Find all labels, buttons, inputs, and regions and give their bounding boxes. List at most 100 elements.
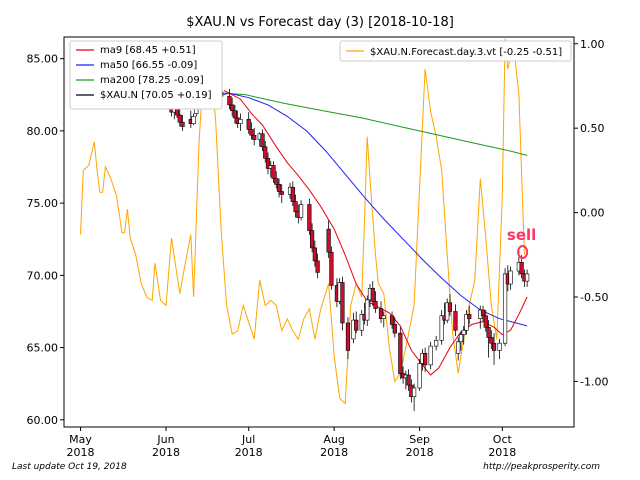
candle xyxy=(177,109,182,127)
candle xyxy=(312,240,317,267)
right-tick-label: 0.50 xyxy=(580,122,605,135)
candle xyxy=(412,383,417,412)
candle xyxy=(293,194,298,218)
candle xyxy=(480,305,486,322)
right-tick-label: -1.00 xyxy=(580,375,608,388)
sell-signal-marker xyxy=(517,245,529,259)
right-tick-label: -0.50 xyxy=(580,291,608,304)
left-tick-label: 80.00 xyxy=(27,125,59,138)
legend-left: ma9 [68.45 +0.51] ma50 [66.55 -0.09] ma200… xyxy=(69,40,223,110)
signal-layer: sell xyxy=(507,226,536,259)
sell-signal-label: sell xyxy=(507,226,536,244)
candle xyxy=(310,223,315,253)
forecast-line xyxy=(80,38,525,405)
forecast-layer xyxy=(80,38,525,405)
legend-entry: ma9 [68.45 +0.51] xyxy=(100,45,196,56)
x-tick-label: Jul xyxy=(241,433,255,446)
axes-layer: 60.00 65.00 70.00 75.00 80.00 85.00 -1.00 -0.50… xyxy=(27,38,609,459)
legend-entry: ma50 [66.55 -0.09] xyxy=(100,60,197,71)
candle xyxy=(489,330,494,349)
candle xyxy=(252,128,257,146)
x-tick-label: Sep xyxy=(409,433,430,446)
x-tick-label: Aug xyxy=(323,433,344,446)
candle xyxy=(483,310,488,332)
right-tick-label: 0.00 xyxy=(580,207,605,220)
legend-entry: $XAU.N [70.05 +0.19] xyxy=(100,90,212,101)
x-tick-year: 2018 xyxy=(320,446,348,459)
candle xyxy=(329,246,334,290)
candle xyxy=(370,281,375,306)
candle xyxy=(392,317,397,338)
candle xyxy=(461,325,466,345)
candle xyxy=(265,152,271,175)
candle xyxy=(279,184,284,204)
x-tick-year: 2018 xyxy=(235,446,263,459)
legend-right-box xyxy=(339,40,572,62)
legend-right: $XAU.N.Forecast.day.3.vt [-0.25 -0.51] xyxy=(339,40,572,62)
candle xyxy=(315,253,320,279)
candle xyxy=(423,347,428,373)
candle xyxy=(467,305,472,325)
left-tick-label: 60.00 xyxy=(27,414,59,427)
legend-entry: $XAU.N.Forecast.day.3.vt [-0.25 -0.51] xyxy=(370,47,562,58)
candle xyxy=(378,301,384,323)
candle xyxy=(486,320,491,358)
candle xyxy=(354,311,359,334)
candle xyxy=(447,294,453,316)
candle xyxy=(232,104,238,124)
candle xyxy=(398,327,403,380)
x-tick-year: 2018 xyxy=(488,446,516,459)
candle xyxy=(298,200,304,221)
plot-border xyxy=(63,36,575,428)
x-tick-label: Oct xyxy=(493,433,513,446)
right-tick-label: 1.00 xyxy=(580,38,605,51)
candle xyxy=(519,255,524,279)
candle xyxy=(276,178,282,198)
candle xyxy=(359,310,364,336)
candle xyxy=(326,220,331,258)
legend-left-box xyxy=(69,40,223,110)
candle xyxy=(373,291,378,313)
candle xyxy=(307,198,312,235)
candlestick-layer xyxy=(169,60,530,412)
candle xyxy=(458,331,464,351)
candle xyxy=(389,311,395,329)
candle xyxy=(180,115,185,131)
x-tick-label: May xyxy=(69,433,92,446)
left-tick-label: 75.00 xyxy=(27,197,59,210)
candle xyxy=(249,122,254,140)
candle xyxy=(381,311,386,328)
legend-entry: ma200 [78.25 -0.09] xyxy=(100,75,204,86)
candle xyxy=(246,112,251,134)
left-tick-label: 65.00 xyxy=(27,342,59,355)
candle xyxy=(464,310,469,335)
x-tick-label: Jun xyxy=(156,433,174,446)
ma200-line xyxy=(207,91,528,156)
candle xyxy=(508,266,513,290)
x-tick-year: 2018 xyxy=(67,446,95,459)
candle xyxy=(453,304,458,336)
candle xyxy=(290,181,295,206)
candle xyxy=(365,295,370,326)
candle xyxy=(456,337,461,361)
footer-last-update: Last update Oct 19, 2018 xyxy=(12,462,127,472)
footer-url: http://peakprosperity.com xyxy=(483,462,600,472)
candle xyxy=(497,338,502,360)
candle xyxy=(260,129,265,152)
candle xyxy=(439,310,444,345)
candle xyxy=(230,97,235,117)
candle xyxy=(502,268,508,347)
x-tick-year: 2018 xyxy=(406,446,434,459)
candle xyxy=(191,113,196,126)
x-tick-year: 2018 xyxy=(152,446,180,459)
candle xyxy=(238,113,243,131)
candle xyxy=(525,269,530,287)
candle xyxy=(345,317,351,360)
candle xyxy=(274,171,279,189)
chart-title: $XAU.N vs Forecast day (3) [2018-10-18] xyxy=(186,15,454,30)
candle xyxy=(340,276,345,331)
candle xyxy=(434,336,439,351)
candle xyxy=(271,161,276,183)
left-tick-label: 85.00 xyxy=(27,53,59,66)
